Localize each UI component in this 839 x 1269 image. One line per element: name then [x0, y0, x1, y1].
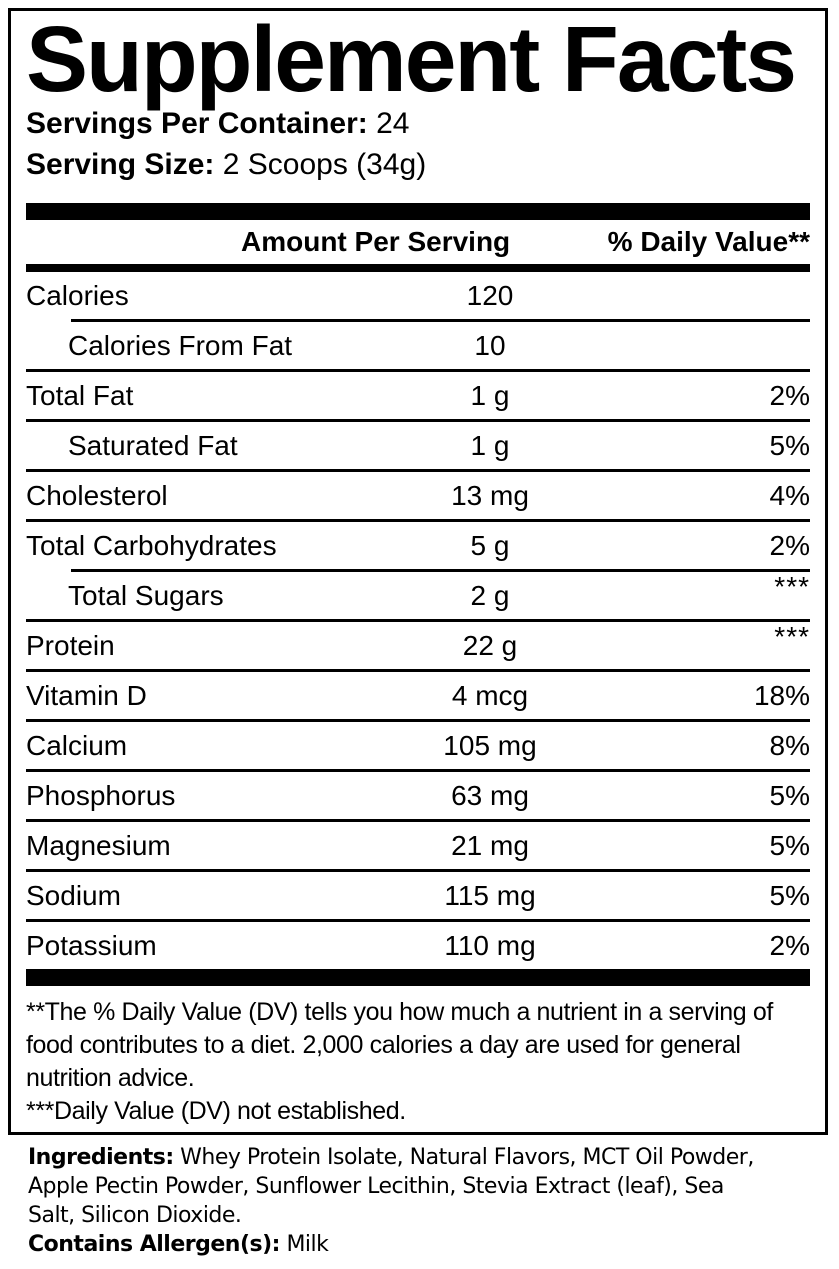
nutrient-name: Sodium — [26, 879, 121, 911]
dv-footnote-line: food contributes to a diet. 2,000 calori… — [26, 1031, 741, 1059]
table-row-total-sugars: Total Sugars 2 g *** — [26, 570, 810, 619]
serving-size: Serving Size: 2 Scoops (34g) — [26, 144, 810, 185]
separator-line — [26, 919, 810, 922]
amount-value: 4 mcg — [451, 679, 529, 711]
divider-bar-top — [26, 203, 810, 220]
header-separator — [26, 264, 810, 272]
panel-title: Supplement Facts — [26, 7, 797, 111]
allergen-label: Contains Allergen(s): — [28, 1232, 280, 1257]
nutrient-name: Potassium — [26, 929, 157, 961]
dv-footnote-line: nutrition advice. — [26, 1064, 195, 1092]
table-row-phosphorus: Phosphorus 63 mg 5% — [26, 772, 810, 819]
table-row-calcium: Calcium 105 mg 8% — [26, 722, 810, 769]
separator-line — [26, 869, 810, 872]
daily-value-header: % Daily Value** — [607, 226, 810, 257]
daily-value: 5% — [769, 879, 810, 911]
table-row-potassium: Potassium 110 mg 2% — [26, 922, 810, 969]
allergen-line: Contains Allergen(s): Milk — [28, 1230, 828, 1259]
daily-value: 5% — [769, 829, 810, 861]
divider-bar-bottom — [26, 969, 810, 986]
dv-not-established-note: ***Daily Value (DV) not established. — [26, 1097, 406, 1125]
separator-line — [26, 369, 810, 372]
daily-value: 5% — [769, 429, 810, 461]
ingredients-section: Ingredients: Whey Protein Isolate, Natur… — [28, 1143, 828, 1259]
amount-value: 120 — [466, 279, 514, 311]
separator-line — [71, 569, 810, 572]
nutrient-name: Vitamin D — [26, 679, 147, 711]
nutrient-name: Saturated Fat — [68, 429, 238, 461]
daily-value: *** — [774, 570, 810, 602]
separator-line — [26, 519, 810, 522]
ingredients-line: Apple Pectin Powder, Sunflower Lecithin,… — [28, 1174, 724, 1199]
table-row-magnesium: Magnesium 21 mg 5% — [26, 822, 810, 869]
nutrient-name: Calcium — [26, 729, 128, 761]
amount-value: 105 mg — [443, 729, 537, 761]
daily-value: 4% — [769, 479, 810, 511]
allergen-value: Milk — [286, 1232, 329, 1257]
separator-line — [26, 769, 810, 772]
amount-value: 13 mg — [451, 479, 529, 511]
serving-size-label: Serving Size: — [26, 148, 215, 181]
footnotes: **The % Daily Value (DV) tells you how m… — [26, 996, 810, 1128]
nutrient-name: Total Carbohydrates — [26, 529, 277, 561]
amount-value: 63 mg — [451, 779, 529, 811]
nutrient-name: Cholesterol — [26, 479, 168, 511]
table-row-vitamin-d: Vitamin D 4 mcg 18% — [26, 672, 810, 719]
daily-value: 2% — [769, 929, 810, 961]
table-row-calories: Calories 120 — [26, 272, 810, 319]
table-row-cholesterol: Cholesterol 13 mg 4% — [26, 472, 810, 519]
table-row-total-fat: Total Fat 1 g 2% — [26, 372, 810, 419]
daily-value: 5% — [769, 779, 810, 811]
table-row-saturated-fat: Saturated Fat 1 g 5% — [26, 422, 810, 469]
amount-value: 115 mg — [444, 879, 536, 911]
separator-line — [71, 319, 810, 322]
nutrient-name: Calories — [26, 279, 129, 311]
amount-value: 110 mg — [444, 929, 536, 961]
amount-value: 5 g — [470, 529, 510, 561]
separator-line — [26, 669, 810, 672]
separator-line — [26, 719, 810, 722]
serving-size-value: 2 Scoops (34g) — [222, 148, 427, 181]
nutrient-name: Total Sugars — [68, 579, 224, 611]
nutrient-name: Phosphorus — [26, 779, 176, 811]
amount-value: 10 — [474, 329, 506, 361]
servings-per-container: Servings Per Container: 24 — [26, 103, 810, 144]
nutrient-name: Calories From Fat — [68, 329, 293, 361]
separator-line — [26, 469, 810, 472]
ingredients-label: Ingredients: — [28, 1145, 174, 1170]
servings-value: 24 — [376, 107, 410, 140]
nutrient-name: Protein — [26, 629, 115, 661]
nutrient-name: Magnesium — [26, 829, 171, 861]
daily-value: 2% — [769, 379, 810, 411]
ingredients-text: Whey Protein Isolate, Natural Flavors, M… — [180, 1145, 754, 1170]
dv-footnote-line: **The % Daily Value (DV) tells you how m… — [26, 998, 773, 1026]
daily-value: 2% — [769, 529, 810, 561]
daily-value: 8% — [769, 729, 810, 761]
daily-value: *** — [774, 620, 810, 652]
separator-line — [26, 819, 810, 822]
amount-value: 22 g — [462, 629, 518, 661]
nutrient-name: Total Fat — [26, 379, 134, 411]
supplement-facts-panel: Supplement Facts Servings Per Container:… — [8, 8, 828, 1135]
separator-line — [26, 619, 810, 622]
amount-value: 1 g — [470, 429, 510, 461]
amount-value: 1 g — [470, 379, 510, 411]
table-row-calories-from-fat: Calories From Fat 10 — [26, 322, 810, 369]
ingredients-line: Salt, Silicon Dioxide. — [28, 1203, 242, 1228]
amount-value: 21 mg — [451, 829, 529, 861]
table-header-row: Amount Per Serving % Daily Value** — [26, 220, 810, 264]
amount-per-serving-header: Amount Per Serving — [241, 226, 511, 257]
amount-value: 2 g — [470, 579, 510, 611]
table-row-total-carbohydrates: Total Carbohydrates 5 g 2% — [26, 522, 810, 569]
table-row-protein: Protein 22 g *** — [26, 620, 810, 669]
servings-label: Servings Per Container: — [26, 107, 368, 140]
daily-value: 18% — [753, 679, 810, 711]
separator-line — [26, 419, 810, 422]
table-row-sodium: Sodium 115 mg 5% — [26, 872, 810, 919]
ingredients-line: Ingredients: Whey Protein Isolate, Natur… — [28, 1143, 828, 1172]
